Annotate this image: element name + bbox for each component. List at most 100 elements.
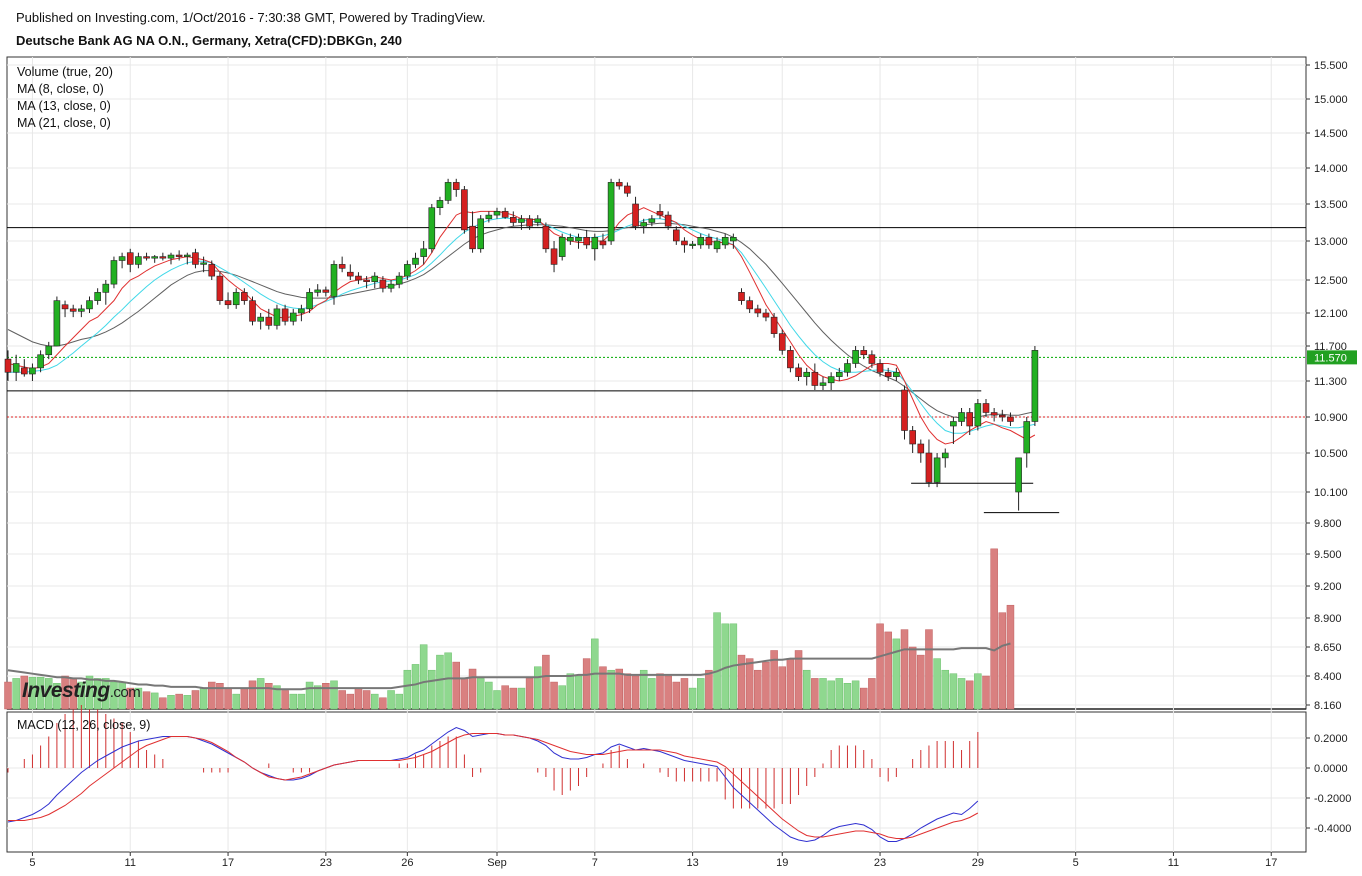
candle-body bbox=[542, 225, 550, 250]
candle-body bbox=[257, 316, 264, 322]
candle-body bbox=[485, 214, 493, 220]
volume-bar bbox=[656, 673, 664, 710]
candle-body bbox=[852, 350, 859, 364]
volume-bar bbox=[868, 678, 876, 710]
candle-body bbox=[664, 214, 672, 227]
volume-bar bbox=[501, 685, 509, 710]
price-tick-label: 8.900 bbox=[1314, 613, 1342, 625]
candle-body bbox=[395, 275, 403, 285]
candle-body bbox=[322, 289, 330, 293]
price-tick-label: 9.500 bbox=[1314, 549, 1342, 561]
volume-bar bbox=[313, 685, 322, 710]
legend-macd: MACD (12, 26, close, 9) bbox=[17, 718, 151, 732]
price-tick-label: 14.500 bbox=[1314, 128, 1348, 140]
candle-body bbox=[884, 371, 892, 377]
price-tick-label: 11.700 bbox=[1314, 341, 1347, 353]
volume-bar bbox=[142, 691, 151, 710]
candle-body bbox=[925, 452, 933, 483]
candle-body bbox=[518, 218, 525, 223]
volume-bar bbox=[664, 675, 672, 710]
candle-body bbox=[917, 443, 925, 454]
price-tick-label: 10.100 bbox=[1314, 487, 1348, 499]
candle-body bbox=[713, 240, 721, 250]
volume-bar bbox=[574, 675, 583, 710]
candle-body bbox=[469, 225, 476, 250]
time-tick-label: 13 bbox=[686, 857, 698, 869]
volume-bar bbox=[167, 695, 175, 710]
volume-bar bbox=[93, 678, 102, 710]
candle-body bbox=[404, 264, 411, 277]
volume-bar bbox=[965, 680, 974, 710]
candle-body bbox=[550, 248, 558, 265]
legend-ma21: MA (21, close, 0) bbox=[17, 116, 111, 130]
candle-body bbox=[835, 371, 843, 377]
time-tick-label: 23 bbox=[320, 857, 332, 869]
candle-body bbox=[754, 308, 762, 314]
candle-body bbox=[249, 300, 256, 322]
candle-body bbox=[501, 211, 509, 218]
candle-body bbox=[534, 218, 542, 223]
volume-bar bbox=[819, 678, 827, 710]
candle-body bbox=[901, 389, 908, 431]
volume-bar bbox=[297, 693, 306, 710]
time-tick-label: 17 bbox=[1265, 857, 1277, 869]
candle-body bbox=[126, 252, 134, 265]
candle-body bbox=[990, 412, 998, 416]
volume-bar bbox=[322, 683, 330, 710]
candle-body bbox=[102, 283, 110, 293]
time-tick-label: 5 bbox=[29, 857, 35, 869]
candle-body bbox=[281, 308, 289, 322]
volume-bar bbox=[713, 612, 721, 710]
candle-body bbox=[412, 257, 419, 265]
candle-body bbox=[672, 229, 680, 242]
volume-bar bbox=[582, 658, 591, 710]
candle-body bbox=[599, 240, 607, 246]
candle-body bbox=[363, 279, 370, 282]
volume-bar bbox=[509, 687, 518, 710]
volume-bar bbox=[949, 673, 958, 710]
price-tick-label: 14.000 bbox=[1314, 163, 1348, 175]
chart-title: Deutsche Bank AG NA O.N., Germany, Xetra… bbox=[16, 33, 402, 48]
volume-bar bbox=[379, 697, 387, 710]
price-tick-label: 8.400 bbox=[1314, 671, 1342, 683]
volume-bar bbox=[476, 678, 485, 710]
time-tick-label: 5 bbox=[1073, 857, 1079, 869]
volume-bar bbox=[1006, 604, 1015, 710]
candle-body bbox=[461, 189, 468, 231]
time-tick-label: 11 bbox=[125, 857, 136, 869]
volume-bar bbox=[917, 654, 925, 710]
candle-body bbox=[265, 316, 273, 326]
candle-body bbox=[860, 350, 868, 356]
candle-body bbox=[184, 254, 191, 257]
volume-bar bbox=[941, 669, 949, 710]
volume-bar bbox=[346, 693, 355, 710]
candle-body bbox=[827, 376, 835, 384]
candle-body bbox=[607, 182, 615, 242]
volume-bar bbox=[737, 654, 746, 710]
candle-body bbox=[45, 345, 53, 356]
volume-bar bbox=[428, 669, 436, 710]
candle-body bbox=[143, 256, 150, 259]
candle-body bbox=[306, 292, 313, 310]
candle-body bbox=[69, 308, 77, 312]
candle-body bbox=[811, 371, 819, 386]
volume-bar bbox=[485, 681, 493, 710]
volume-bar bbox=[395, 693, 403, 710]
candle-body bbox=[4, 358, 12, 373]
volume-bar bbox=[256, 678, 265, 710]
volume-bar bbox=[20, 675, 29, 710]
time-tick-label: Sep bbox=[487, 857, 507, 869]
volume-bar bbox=[688, 687, 697, 710]
price-tick-label: 15.500 bbox=[1314, 60, 1348, 72]
candle-body bbox=[159, 256, 167, 259]
volume-bar bbox=[680, 678, 689, 710]
volume-bar bbox=[436, 654, 444, 710]
volume-bar bbox=[493, 690, 501, 710]
candle-body bbox=[575, 237, 582, 242]
volume-bar bbox=[631, 675, 640, 710]
volume-bar bbox=[159, 697, 167, 710]
volume-bar bbox=[240, 687, 249, 710]
volume-bar bbox=[639, 669, 648, 710]
volume-bar bbox=[468, 668, 477, 710]
